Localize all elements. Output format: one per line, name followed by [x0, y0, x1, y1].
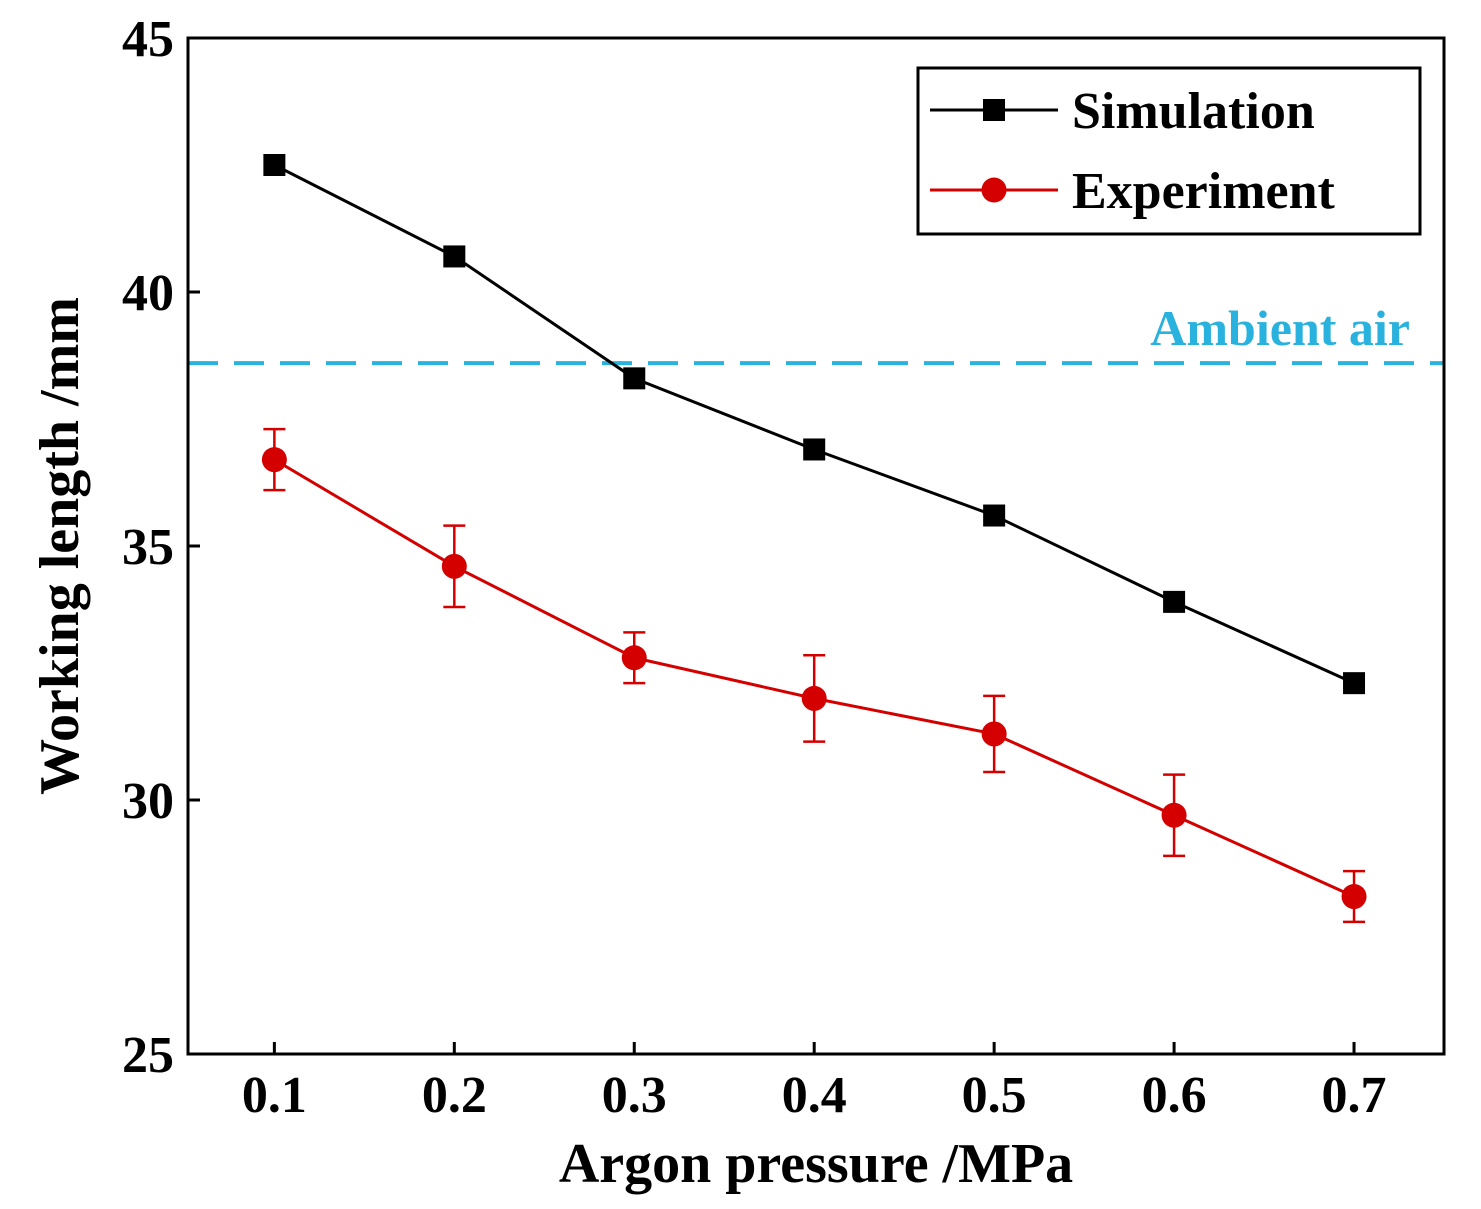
data-point [443, 245, 466, 268]
ambient-air-label: Ambient air [1150, 300, 1410, 356]
data-point [981, 721, 1007, 747]
series-experiment [261, 427, 1367, 924]
legend: Simulation Experiment [916, 66, 1422, 236]
x-tick-label: 0.4 [782, 1067, 847, 1124]
x-tick-label: 0.1 [242, 1067, 307, 1124]
legend-box [916, 66, 1422, 236]
y-tick-label: 30 [122, 773, 174, 830]
data-point [623, 367, 646, 390]
y-tick-label: 25 [122, 1027, 174, 1084]
x-tick-label: 0.5 [962, 1067, 1027, 1124]
data-point [803, 438, 826, 461]
data-point [983, 504, 1006, 527]
data-point [263, 154, 286, 176]
data-point [1161, 802, 1187, 828]
legend-marker [981, 177, 1007, 203]
y-axis-title: Working length /mm [29, 297, 91, 795]
x-tick-label: 0.3 [602, 1067, 667, 1124]
legend-label: Simulation [1072, 83, 1315, 140]
series-layer [261, 154, 1367, 924]
legend-marker [983, 99, 1005, 121]
x-axis-title: Argon pressure /MPa [559, 1133, 1073, 1195]
data-point [1343, 672, 1366, 695]
x-tick-label: 0.6 [1142, 1067, 1207, 1124]
legend-label: Experiment [1072, 163, 1336, 220]
ticks-layer: 0.1 0.2 0.3 0.4 0.5 0.6 0.7 25 30 35 40 45 [122, 11, 1387, 1124]
data-point [1163, 590, 1186, 613]
data-point [621, 645, 647, 671]
data-point [441, 553, 467, 579]
y-tick-label: 35 [122, 519, 174, 576]
data-point [261, 447, 287, 473]
legend-item: Simulation [930, 83, 1315, 140]
y-tick-label: 40 [122, 265, 174, 322]
series-simulation [263, 154, 1366, 695]
data-point [1341, 884, 1367, 910]
reference-layer: Ambient air [188, 300, 1444, 366]
legend-item: Experiment [930, 163, 1336, 220]
data-point [801, 685, 827, 711]
x-tick-label: 0.7 [1322, 1067, 1387, 1124]
x-tick-label: 0.2 [422, 1067, 487, 1124]
y-tick-label: 45 [122, 11, 174, 68]
